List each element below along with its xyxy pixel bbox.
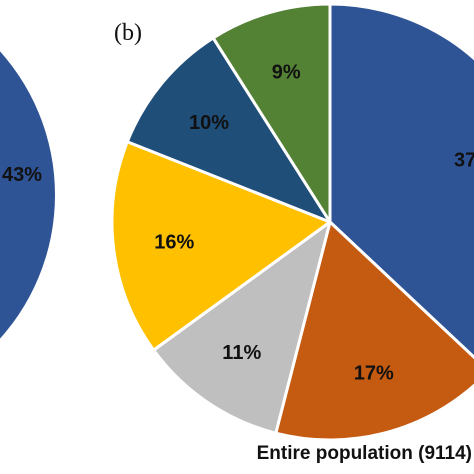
slice-percent-label: 10% <box>189 112 229 134</box>
pie-slice <box>110 140 332 352</box>
pie-slice <box>152 220 332 435</box>
pie-slice <box>328 2 474 360</box>
slice-percent-label: 17% <box>354 363 394 385</box>
slice-percent-label: 43% <box>2 164 42 186</box>
pie-chart-a: 43% <box>0 51 55 339</box>
pie-slice <box>211 2 332 224</box>
pie-slice <box>274 220 474 442</box>
slice-percent-label: 37% <box>454 150 474 172</box>
slice-percent-label: 9% <box>272 61 301 83</box>
slice-percent-label: 16% <box>154 232 194 254</box>
chart-caption: Entire population (9114) <box>257 443 472 464</box>
slice-percent-label: 11% <box>222 342 261 364</box>
pie-slice <box>0 51 55 339</box>
pie-chart-b: 37% 17% 11% 16% 10% 9% <box>110 2 474 442</box>
pie-slice <box>125 36 332 224</box>
panel-label-b: (b) <box>114 20 142 46</box>
